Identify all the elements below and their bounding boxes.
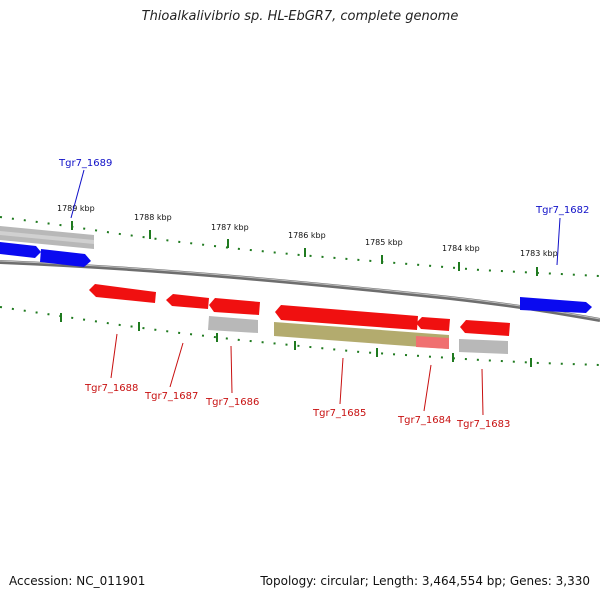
gene-label-tgr7-1685[interactable]: Tgr7_1685 bbox=[312, 408, 366, 419]
gene-arrow-blue-tgr7-1682[interactable] bbox=[520, 297, 592, 313]
kbp-label: 1787 kbp bbox=[211, 223, 249, 232]
gene-arrow-red-tgr7-1688[interactable] bbox=[89, 284, 156, 303]
feature-olive-tgr7-1685[interactable] bbox=[274, 322, 449, 349]
gene-arrow-gray-tgr7-1683[interactable] bbox=[459, 339, 508, 354]
gene-arrow-blue[interactable] bbox=[40, 249, 91, 267]
leader-tgr7-1686 bbox=[230, 345, 233, 394]
gene-label-tgr7-1683[interactable]: Tgr7_1683 bbox=[456, 419, 510, 430]
gene-label-tgr7-1686[interactable]: Tgr7_1686 bbox=[205, 397, 259, 408]
kbp-label: 1788 kbp bbox=[134, 213, 172, 222]
gene-arrow-red-tgr7-1685[interactable] bbox=[275, 305, 418, 330]
kbp-tick-mark bbox=[138, 322, 140, 331]
kbp-tick-mark bbox=[381, 255, 383, 264]
kbp-tick-mark bbox=[458, 262, 460, 271]
forward-features bbox=[0, 226, 592, 313]
gene-label-tgr7-1689[interactable]: Tgr7_1689 bbox=[58, 158, 112, 169]
gene-labels: Tgr7_1689 Tgr7_1682 Tgr7_1688 Tgr7_1687 … bbox=[58, 158, 589, 430]
gene-arrow-blue[interactable] bbox=[0, 242, 41, 258]
gene-label-tgr7-1688[interactable]: Tgr7_1688 bbox=[84, 383, 138, 394]
gene-arrow-red-tgr7-1687[interactable] bbox=[166, 294, 209, 309]
kbp-label: 1783 kbp bbox=[520, 249, 558, 258]
kbp-tick-mark bbox=[294, 341, 296, 350]
kbp-labels: 1789 kbp 1788 kbp 1787 kbp 1786 kbp 1785… bbox=[57, 204, 558, 258]
kbp-tick-mark bbox=[452, 353, 454, 362]
kbp-label: 1784 kbp bbox=[442, 244, 480, 253]
gene-arrow-red-tgr7-1684[interactable] bbox=[416, 317, 450, 331]
leader-tgr7-1688 bbox=[110, 333, 118, 379]
leader-tgr7-1689 bbox=[70, 169, 85, 219]
feature-pink-overlap bbox=[416, 336, 449, 349]
kbp-label: 1789 kbp bbox=[57, 204, 95, 213]
accession-text: Accession: NC_011901 bbox=[9, 574, 146, 588]
kbp-tick-mark bbox=[71, 221, 73, 230]
gene-arrow-gray-upper-shade bbox=[0, 231, 94, 244]
label-leaders bbox=[70, 169, 561, 416]
leader-tgr7-1685 bbox=[339, 357, 344, 405]
gene-arrow-red-tgr7-1683[interactable] bbox=[460, 320, 510, 336]
reverse-features bbox=[89, 284, 510, 354]
gene-arrow-red-tgr7-1686[interactable] bbox=[209, 298, 260, 315]
kbp-tick-marks bbox=[60, 221, 538, 367]
kbp-tick-mark bbox=[149, 230, 151, 239]
kbp-label: 1786 kbp bbox=[288, 231, 326, 240]
kbp-tick-mark bbox=[530, 358, 532, 367]
kbp-tick-mark bbox=[536, 267, 538, 276]
leader-tgr7-1682 bbox=[556, 217, 561, 266]
genome-summary-text: Topology: circular; Length: 3,464,554 bp… bbox=[260, 574, 590, 588]
kbp-tick-mark bbox=[376, 348, 378, 357]
kbp-tick-mark bbox=[60, 313, 62, 322]
leader-tgr7-1683 bbox=[481, 368, 484, 416]
leader-tgr7-1684 bbox=[423, 364, 432, 412]
kbp-tick-mark bbox=[227, 239, 229, 248]
leader-tgr7-1687 bbox=[169, 342, 184, 388]
gene-label-tgr7-1684[interactable]: Tgr7_1684 bbox=[397, 415, 451, 426]
map-title: Thioalkalivibrio sp. HL-EbGR7, complete … bbox=[141, 9, 459, 24]
gene-arrow-gray-tgr7-1686[interactable] bbox=[208, 316, 258, 333]
gene-label-tgr7-1682[interactable]: Tgr7_1682 bbox=[535, 205, 589, 216]
gene-label-tgr7-1687[interactable]: Tgr7_1687 bbox=[144, 391, 198, 402]
kbp-tick-mark bbox=[216, 333, 218, 342]
kbp-tick-mark bbox=[304, 248, 306, 257]
kbp-label: 1785 kbp bbox=[365, 238, 403, 247]
